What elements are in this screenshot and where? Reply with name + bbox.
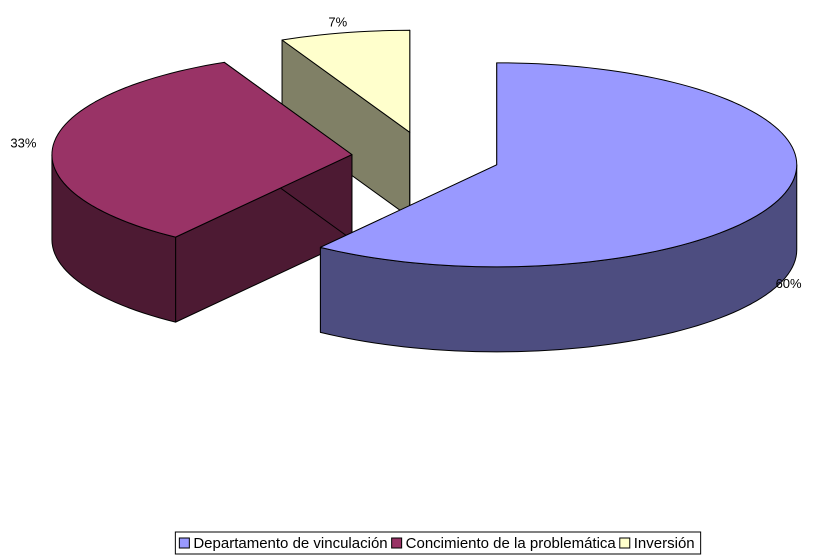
data-label: 7% — [328, 14, 347, 29]
legend-label: Departamento de vinculación — [193, 535, 387, 552]
slice-top — [51, 61, 353, 238]
slice-top — [281, 29, 411, 133]
legend: Departamento de vinculación Concimiento d… — [174, 531, 702, 555]
slice-top — [319, 62, 798, 268]
legend-swatch — [391, 537, 403, 549]
pie — [51, 29, 798, 353]
data-labels: 7% 33% 60% — [10, 14, 802, 291]
data-label: 33% — [10, 135, 36, 150]
legend-swatch — [178, 537, 190, 549]
legend-label: Concimiento de la problemática — [406, 535, 617, 552]
slice — [51, 61, 353, 323]
slice — [281, 29, 411, 218]
data-label: 60% — [776, 276, 802, 291]
legend-frame — [174, 531, 702, 555]
legend-swatch — [619, 537, 631, 549]
slice — [319, 62, 798, 353]
legend-label: Inversión — [634, 535, 695, 552]
